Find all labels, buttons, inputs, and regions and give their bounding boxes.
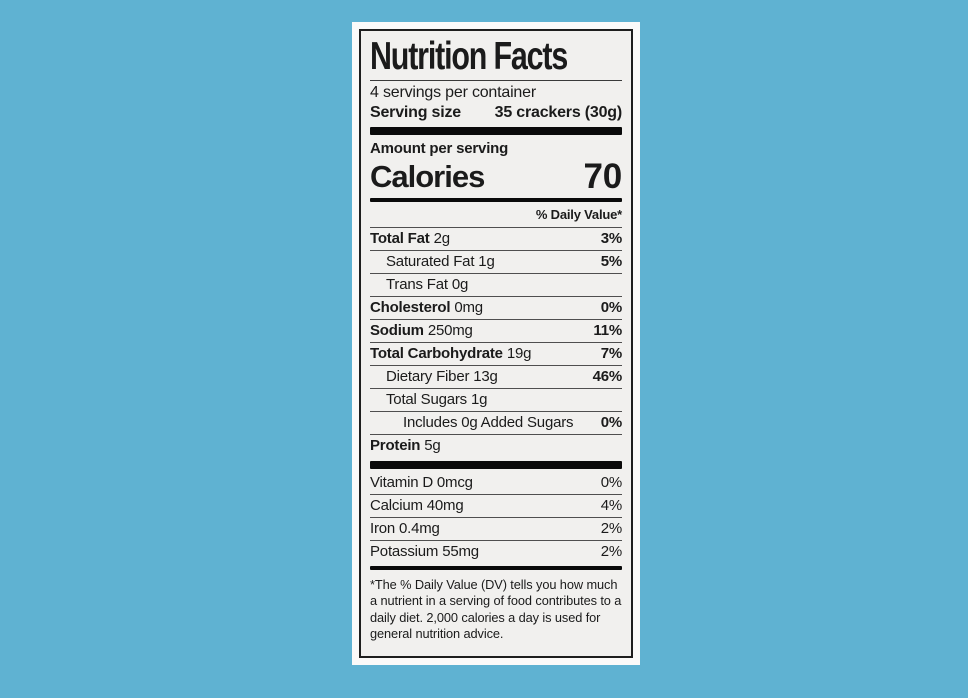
nutrient-name-group: Total Carbohydrate 19g [370, 343, 531, 365]
medium-divider-bar [370, 197, 622, 202]
nutrient-daily-value: 11% [593, 321, 622, 339]
nutrient-daily-value: 7% [600, 344, 622, 362]
nutrient-name: Cholesterol [370, 298, 451, 316]
nutrient-name: Protein [370, 436, 421, 454]
serving-size-row: Serving size 35 crackers (30g) [370, 103, 622, 123]
nutrient-amount: 13g [473, 367, 498, 385]
nutrient-daily-value: 46% [592, 367, 623, 385]
nutrient-name-group: Protein 5g [370, 435, 441, 457]
nutrient-daily-value: 3% [600, 229, 622, 247]
vitamin-daily-value: 0% [600, 473, 622, 491]
nutrient-name: Saturated Fat [386, 252, 475, 270]
vitamin-row: Calcium 40mg 4% [370, 495, 622, 518]
medium-divider-bar [370, 565, 622, 570]
nutrient-amount: 2g [433, 229, 451, 247]
vitamin-row: Potassium 55mg 2% [370, 541, 622, 563]
vitamin-name: Vitamin D 0mcg [370, 473, 473, 491]
calories-value: 70 [583, 156, 622, 196]
nutrient-amount: 0g [451, 275, 469, 293]
nutrient-row: Cholesterol 0mg 0% [370, 297, 622, 320]
label-title: Nutrition Facts [370, 35, 568, 78]
vitamin-row: Vitamin D 0mcg 0% [370, 472, 622, 495]
vitamin-row: Iron 0.4mg 2% [370, 518, 622, 541]
nutrient-row: Total Sugars 1g [370, 389, 622, 412]
nutrient-name-group: Trans Fat 0g [386, 274, 468, 296]
nutrient-amount: 1g [478, 252, 495, 270]
footnote: *The % Daily Value (DV) tells you how mu… [370, 576, 622, 642]
nutrient-row: Total Fat 2g 3% [370, 228, 622, 251]
nutrient-row: Protein 5g [370, 435, 622, 457]
calories-row: Calories 70 [370, 156, 622, 196]
nutrient-name: Dietary Fiber [386, 367, 470, 385]
nutrient-amount: 0mg [454, 298, 483, 316]
serving-size-value: 35 crackers (30g) [494, 103, 623, 121]
label-inner-panel: Nutrition Facts 4 servings per container… [359, 29, 633, 658]
nutrient-row: Trans Fat 0g [370, 274, 622, 297]
nutrient-amount: 19g [506, 344, 532, 362]
nutrient-row: Total Carbohydrate 19g 7% [370, 343, 622, 366]
nutrient-name: Total Fat [370, 229, 430, 247]
nutrient-name: Trans Fat [386, 275, 448, 293]
nutrient-row: Dietary Fiber 13g 46% [370, 366, 622, 389]
vitamin-name: Potassium 55mg [370, 542, 479, 560]
nutrient-daily-value: 0% [600, 413, 622, 431]
vitamin-daily-value: 2% [600, 519, 622, 537]
nutrient-name: Sodium [370, 321, 424, 339]
vitamin-name: Calcium 40mg [370, 496, 464, 514]
nutrient-row: Includes 0g Added Sugars 0% [370, 412, 622, 435]
thick-divider-bar [370, 460, 622, 469]
nutrient-name: Includes 0g Added Sugars [403, 413, 574, 431]
nutrient-name-group: Includes 0g Added Sugars [403, 412, 577, 434]
vitamin-table: Vitamin D 0mcg 0% Calcium 40mg 4% Iron 0.4mg… [370, 472, 622, 563]
nutrient-name-group: Cholesterol 0mg [370, 297, 483, 319]
nutrient-name-group: Saturated Fat 1g [386, 251, 495, 273]
nutrient-row: Sodium 250mg 11% [370, 320, 622, 343]
nutrient-name: Total Carbohydrate [370, 344, 503, 362]
nutrient-daily-value: 5% [600, 252, 622, 270]
nutrient-row: Saturated Fat 1g 5% [370, 251, 622, 274]
servings-per-container: 4 servings per container [370, 83, 536, 101]
nutrient-amount: 250mg [427, 321, 473, 339]
nutrient-amount: 5g [424, 436, 441, 454]
nutrient-name-group: Dietary Fiber 13g [386, 366, 498, 388]
thick-divider-bar [370, 126, 622, 135]
daily-value-header: % Daily Value* [370, 204, 622, 228]
amount-per-serving: Amount per serving [370, 139, 509, 157]
nutrition-facts-label: Nutrition Facts 4 servings per container… [352, 22, 640, 665]
nutrient-amount: 1g [470, 390, 488, 408]
nutrient-daily-value: 0% [600, 298, 622, 316]
vitamin-name: Iron 0.4mg [370, 519, 440, 537]
nutrient-name-group: Total Fat 2g [370, 228, 450, 250]
nutrient-name-group: Sodium 250mg [370, 320, 473, 342]
vitamin-daily-value: 2% [600, 542, 622, 560]
nutrient-name-group: Total Sugars 1g [386, 389, 487, 411]
nutrient-name: Total Sugars [386, 390, 467, 408]
nutrient-table: Total Fat 2g 3% Saturated Fat 1g 5% Trans Fat 0… [370, 228, 622, 457]
serving-size-label: Serving size [370, 103, 461, 121]
title-divider [370, 79, 622, 81]
vitamin-daily-value: 4% [600, 496, 622, 514]
calories-label: Calories [370, 158, 485, 194]
